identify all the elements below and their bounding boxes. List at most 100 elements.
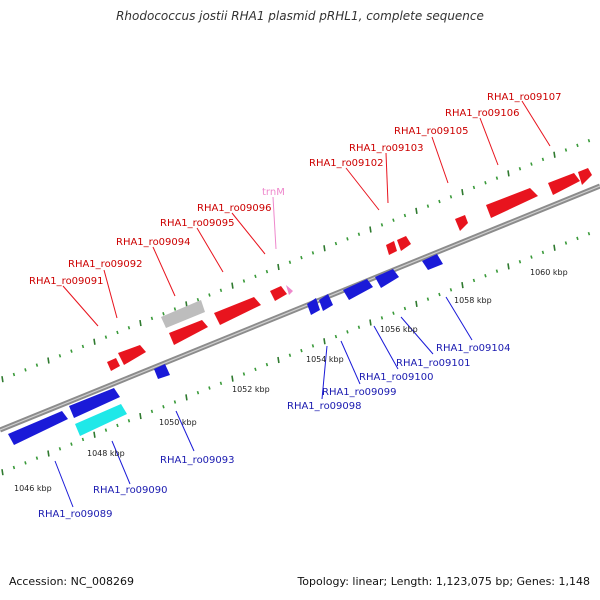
scale-dot	[231, 282, 234, 289]
scale-dot	[277, 263, 280, 271]
scale-dot	[242, 279, 246, 283]
scale-dot	[334, 334, 338, 339]
tick-label: 1046 kbp	[14, 484, 52, 493]
gene-ro09107[interactable]	[548, 173, 580, 195]
scale-dot	[116, 330, 119, 335]
gene-ro09094[interactable]	[169, 320, 208, 345]
gene-ro09105[interactable]	[455, 215, 468, 231]
scale-dot	[12, 372, 16, 377]
scale-dot	[461, 189, 464, 196]
scale-dot	[346, 330, 349, 334]
scale-dot	[323, 245, 326, 252]
scale-dot	[415, 207, 418, 214]
gene-ro09089[interactable]	[8, 411, 68, 445]
label-ro09096[interactable]: RHA1_ro09096	[197, 203, 272, 214]
scale-dot	[70, 349, 73, 353]
label-ro09101[interactable]: RHA1_ro09101	[396, 358, 471, 369]
gene-ro09103[interactable]	[397, 236, 411, 251]
scale-dot	[553, 244, 556, 251]
scale-dot	[35, 363, 39, 367]
scale-dot	[311, 344, 315, 348]
gene-ro09091[interactable]	[107, 358, 120, 371]
scale-dot	[438, 199, 441, 204]
scale-dot	[162, 404, 165, 409]
scale-dot	[162, 311, 165, 316]
scale-dot	[576, 236, 579, 241]
label-ro09098[interactable]: RHA1_ro09098	[287, 401, 362, 412]
scale-dot	[484, 274, 487, 278]
sequence-backbone	[0, 183, 600, 433]
scale-dot	[357, 232, 361, 236]
gene-ro09099[interactable]	[319, 294, 333, 311]
scale-dot	[24, 461, 27, 465]
tick-label: 1056 kbp	[380, 325, 418, 334]
scale-dot	[380, 223, 384, 227]
gene-trnM[interactable]	[286, 285, 293, 295]
label-trnM[interactable]: trnM	[262, 187, 285, 198]
gene-ro09102[interactable]	[386, 241, 397, 255]
label-ro09089[interactable]: RHA1_ro09089	[38, 509, 113, 520]
gene-ro09090[interactable]	[69, 388, 120, 418]
scale-dot	[1, 376, 4, 383]
label-ro09106[interactable]: RHA1_ro09106	[445, 108, 520, 119]
gene-ro09106[interactable]	[486, 188, 538, 218]
label-ro09090[interactable]: RHA1_ro09090	[93, 485, 168, 496]
upper-labels: RHA1_ro09091 RHA1_ro09092 RHA1_ro09094 R…	[29, 92, 562, 287]
scale-dot	[518, 167, 522, 171]
scale-dot	[173, 400, 177, 404]
scale-dot	[116, 423, 119, 428]
scale-dot	[104, 335, 108, 339]
label-ro09107[interactable]: RHA1_ro09107	[487, 92, 562, 103]
scale-dot	[93, 431, 96, 438]
scale-dot	[196, 390, 200, 395]
scale-dot	[81, 344, 85, 349]
scale-dot	[495, 176, 499, 180]
scale-dot	[495, 269, 499, 273]
label-ro09100[interactable]: RHA1_ro09100	[359, 372, 434, 383]
gene-ro09092[interactable]	[118, 345, 146, 365]
scale-dot	[346, 237, 349, 241]
scale-dot	[277, 356, 280, 364]
scale-dot	[288, 260, 292, 264]
scale-dot	[403, 306, 407, 311]
scale-dot	[392, 218, 395, 222]
scale-dot	[139, 319, 142, 327]
label-ro09093[interactable]: RHA1_ro09093	[160, 455, 235, 466]
gene-rna[interactable]	[75, 404, 127, 436]
gene-ro09107b[interactable]	[578, 168, 592, 185]
label-ro09092[interactable]: RHA1_ro09092	[68, 259, 143, 270]
scale-dot	[484, 181, 487, 185]
gene-ro09093[interactable]	[154, 364, 170, 379]
scale-dot	[541, 157, 545, 162]
gene-ro09098[interactable]	[307, 298, 320, 315]
scale-dot	[530, 255, 533, 259]
label-ro09104[interactable]: RHA1_ro09104	[436, 343, 511, 354]
scale-dot	[472, 185, 476, 190]
scale-dot	[587, 231, 591, 236]
scale-dot	[553, 151, 556, 158]
scale-dots	[1, 138, 591, 476]
gene-ro09096[interactable]	[270, 286, 287, 301]
scale-dot	[150, 409, 154, 414]
scale-dot	[58, 354, 62, 358]
label-ro09095[interactable]: RHA1_ro09095	[160, 218, 235, 229]
gene-pseudo[interactable]	[161, 300, 205, 328]
label-ro09091[interactable]: RHA1_ro09091	[29, 276, 104, 287]
gene-ro09104[interactable]	[422, 254, 443, 270]
label-ro09103[interactable]: RHA1_ro09103	[349, 143, 424, 154]
scale-labels: 1046 kbp 1048 kbp 1050 kbp 1052 kbp 1054…	[14, 268, 568, 493]
scale-dot	[461, 282, 464, 289]
label-ro09105[interactable]: RHA1_ro09105	[394, 126, 469, 137]
label-ro09094[interactable]: RHA1_ro09094	[116, 237, 191, 248]
gene-ro09095[interactable]	[214, 297, 261, 325]
scale-dot	[426, 297, 430, 301]
gene-ro09100[interactable]	[343, 279, 373, 300]
label-ro09099[interactable]: RHA1_ro09099	[322, 387, 397, 398]
scale-dot	[219, 288, 223, 293]
gene-ro09101[interactable]	[375, 269, 399, 288]
scale-dot	[369, 319, 372, 326]
reverse-genes	[8, 254, 443, 445]
map-title: Rhodococcus jostii RHA1 plasmid pRHL1, c…	[116, 9, 484, 23]
label-ro09102[interactable]: RHA1_ro09102	[309, 158, 384, 169]
scale-dot	[392, 311, 395, 315]
